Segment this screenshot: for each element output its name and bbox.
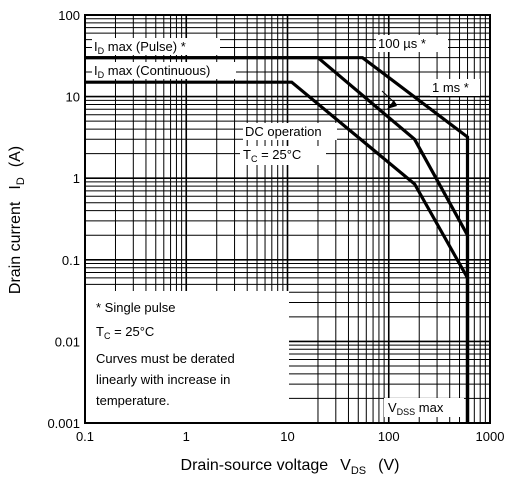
label-bg-id-cont	[92, 62, 236, 79]
y-tick-label: 1	[73, 171, 80, 186]
note-tc: TC = 25°C	[96, 324, 154, 341]
x-tick-label: 1000	[476, 429, 505, 444]
label-bg-id-pulse	[92, 38, 220, 55]
x-axis-title: Drain-source voltage VDS (V)	[181, 457, 400, 477]
note-derate-line1: Curves must be derated	[96, 351, 235, 366]
label-bg-100us	[376, 35, 448, 52]
annotations: ID max (Pulse) * ID max (Continuous) 100…	[92, 35, 480, 417]
label-1ms: 1 ms *	[432, 80, 469, 95]
y-tick-label: 10	[66, 90, 80, 105]
y-axis-title: Drain currentID(A)	[7, 146, 27, 294]
x-tick-label: 0.1	[76, 429, 94, 444]
tick-labels: 0.1 1 10 100 1000 0.001 0.01 0.1 1 10 100	[47, 8, 504, 444]
note-derate-line2: linearly with increase in	[96, 372, 230, 387]
label-id-continuous: ID max (Continuous)	[94, 63, 210, 80]
label-id-pulse: ID max (Pulse) *	[94, 39, 186, 56]
note-single-pulse: * Single pulse	[96, 300, 176, 315]
y-tick-label: 0.01	[55, 334, 80, 349]
label-tc-curve: TC = 25°C	[243, 147, 301, 164]
note-box: * Single pulse TC = 25°C Curves must be …	[86, 291, 289, 422]
label-bg-vdss	[384, 398, 464, 417]
x-tick-label: 1	[183, 429, 190, 444]
note-derate-line3: temperature.	[96, 393, 170, 408]
series-line	[85, 80, 470, 423]
label-dc-operation: DC operation	[245, 124, 322, 139]
label-100us: 100 µs *	[378, 36, 426, 51]
label-vdss-max: VDSS max	[388, 400, 444, 417]
plot-frame	[84, 14, 491, 424]
x-tick-label: 10	[280, 429, 294, 444]
y-tick-label: 100	[58, 8, 80, 23]
label-bg-tc-curve	[240, 146, 326, 165]
label-bg-1ms	[430, 79, 480, 96]
y-tick-label: 0.1	[62, 253, 80, 268]
y-tick-label: 0.001	[47, 416, 80, 431]
x-tick-label: 100	[378, 429, 400, 444]
series-group	[85, 56, 470, 423]
label-bg-dc	[243, 123, 337, 140]
pointer-arrow-1ms	[387, 100, 397, 109]
note-box-bg	[86, 291, 289, 422]
